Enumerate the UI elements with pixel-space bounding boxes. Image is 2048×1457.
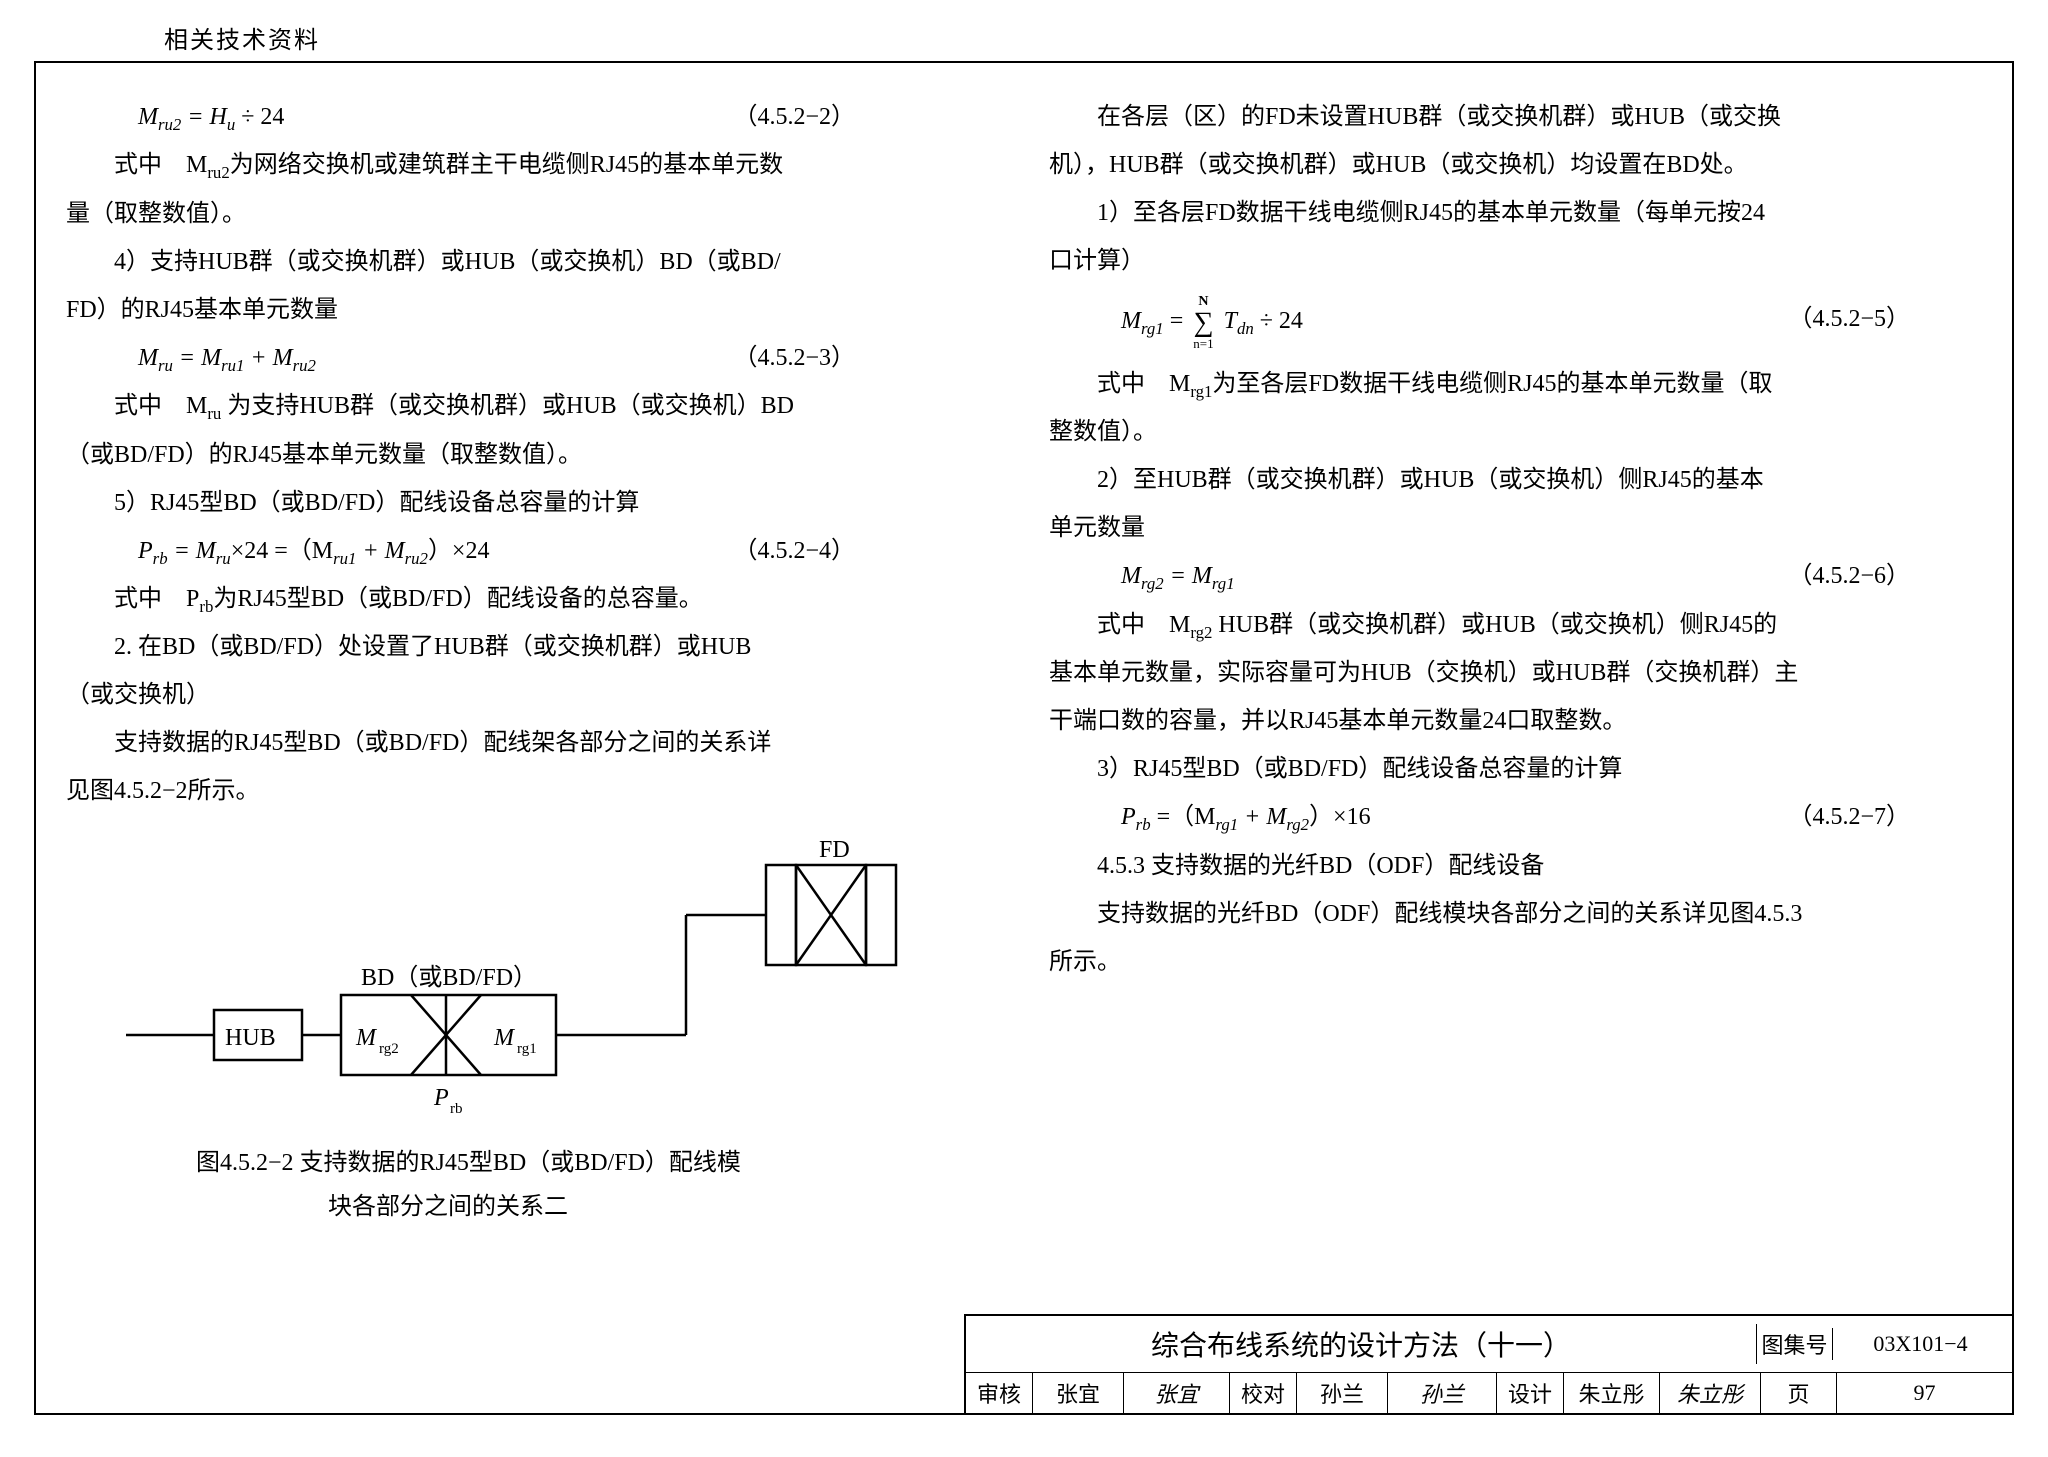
fd-label: FD <box>819 837 850 863</box>
r-para-5c: 基本单元数量，实际容量可为HUB（交换机）或HUB群（交换机群）主 <box>1049 649 1982 697</box>
svg-text:rb: rb <box>450 1101 463 1115</box>
r-para-5: 式中 Mrg2 HUB群（或交换机群）或HUB（或交换机）侧RJ45的 <box>1049 601 1982 649</box>
r-para-4: 2）至HUB群（或交换机群）或HUB（或交换机）侧RJ45的基本 <box>1049 456 1982 504</box>
para-4: 5）RJ45型BD（或BD/FD）配线设备总容量的计算 <box>66 479 999 527</box>
formula-4-5-2-6: Mrg2 = Mrg1 （4.5.2−6） <box>1049 552 1982 600</box>
r-para-3: 式中 Mrg1为至各层FD数据干线电缆侧RJ45的基本单元数量（取 <box>1049 360 1982 408</box>
review-sig: 张宜 <box>1124 1373 1230 1413</box>
review-label: 审核 <box>966 1373 1033 1413</box>
design-label: 设计 <box>1497 1373 1564 1413</box>
page-number: 97 <box>1837 1373 2012 1413</box>
para-6: 2. 在BD（或BD/FD）处设置了HUB群（或交换机群）或HUB <box>66 623 999 671</box>
r-para-4b: 单元数量 <box>1049 504 1982 552</box>
r-para-2b: 口计算） <box>1049 237 1982 285</box>
formula-4-5-2-3: Mru = Mru1 + Mru2 （4.5.2−3） <box>66 334 999 382</box>
left-column: Mru2 = Hu ÷ 24 （4.5.2−2） 式中 Mru2为网络交换机或建… <box>66 93 999 1229</box>
para-5: 式中 Prb为RJ45型BD（或BD/FD）配线设备的总容量。 <box>66 575 999 623</box>
drawing-title: 综合布线系统的设计方法（十一） <box>966 1324 1757 1364</box>
para-3c: （或BD/FD）的RJ45基本单元数量（取整数值）。 <box>66 431 999 479</box>
r-para-7: 4.5.3 支持数据的光纤BD（ODF）配线设备 <box>1049 842 1982 890</box>
content-frame: Mru2 = Hu ÷ 24 （4.5.2−2） 式中 Mru2为网络交换机或建… <box>34 61 2014 1415</box>
title-block: 综合布线系统的设计方法（十一） 图集号 03X101−4 审核 张宜 张宜 校对… <box>964 1314 2014 1415</box>
page-header: 相关技术资料 <box>164 20 2014 55</box>
r-para-8: 支持数据的光纤BD（ODF）配线模块各部分之间的关系详见图4.5.3 <box>1049 890 1982 938</box>
album-code: 03X101−4 <box>1833 1331 2008 1357</box>
album-label: 图集号 <box>1757 1328 1833 1360</box>
svg-text:rg1: rg1 <box>517 1041 537 1057</box>
para-2: 4）支持HUB群（或交换机群）或HUB（或交换机）BD（或BD/ <box>66 238 999 286</box>
r-para-3c: 整数值）。 <box>1049 408 1982 456</box>
formula-4-5-2-4: Prb = Mru×24 =（Mru1 + Mru2）×24 （4.5.2−4） <box>66 527 999 575</box>
para-7: 支持数据的RJ45型BD（或BD/FD）配线架各部分之间的关系详 <box>66 719 999 767</box>
para-2b: FD）的RJ45基本单元数量 <box>66 286 999 334</box>
page-label: 页 <box>1761 1373 1837 1413</box>
right-column: 在各层（区）的FD未设置HUB群（或交换机群）或HUB（或交换 机），HUB群（… <box>1049 93 1982 1229</box>
review-name: 张宜 <box>1033 1373 1124 1413</box>
diagram-svg: FD BD（或BD/FD） <box>126 835 946 1115</box>
svg-text:P: P <box>433 1085 449 1111</box>
para-7b: 见图4.5.2−2所示。 <box>66 767 999 815</box>
design-sig: 朱立彤 <box>1660 1373 1761 1413</box>
r-para-8b: 所示。 <box>1049 938 1982 986</box>
bd-label: BD（或BD/FD） <box>361 964 537 991</box>
r-para-1b: 机），HUB群（或交换机群）或HUB（或交换机）均设置在BD处。 <box>1049 141 1982 189</box>
para-1: 式中 Mru2为网络交换机或建筑群主干电缆侧RJ45的基本单元数 <box>66 141 999 189</box>
svg-text:rg2: rg2 <box>379 1041 399 1057</box>
para-1c: 量（取整数值）。 <box>66 190 999 238</box>
r-para-6: 3）RJ45型BD（或BD/FD）配线设备总容量的计算 <box>1049 745 1982 793</box>
svg-text:M: M <box>355 1025 378 1051</box>
formula-4-5-2-5: Mrg1 = N ∑ n=1 Tdn ÷ 24 （4.5.2−5） <box>1049 295 1982 350</box>
design-name: 朱立彤 <box>1564 1373 1660 1413</box>
r-para-5d: 干端口数的容量，并以RJ45基本单元数量24口取整数。 <box>1049 697 1982 745</box>
check-sig: 孙兰 <box>1388 1373 1497 1413</box>
r-para-2: 1）至各层FD数据干线电缆侧RJ45的基本单元数量（每单元按24 <box>1049 189 1982 237</box>
para-3: 式中 Mru 为支持HUB群（或交换机群）或HUB（或交换机）BD <box>66 382 999 430</box>
figure-caption: 图4.5.2−2 支持数据的RJ45型BD（或BD/FD）配线模 块各部分之间的… <box>66 1142 999 1228</box>
figure-4-5-2-2: FD BD（或BD/FD） <box>126 835 999 1132</box>
r-para-1: 在各层（区）的FD未设置HUB群（或交换机群）或HUB（或交换 <box>1049 93 1982 141</box>
formula-4-5-2-7: Prb =（Mrg1 + Mrg2）×16 （4.5.2−7） <box>1049 793 1982 841</box>
formula-4-5-2-2: Mru2 = Hu ÷ 24 （4.5.2−2） <box>66 93 999 141</box>
para-6b: （或交换机） <box>66 671 999 719</box>
check-label: 校对 <box>1230 1373 1297 1413</box>
svg-text:M: M <box>493 1025 516 1051</box>
check-name: 孙兰 <box>1297 1373 1388 1413</box>
hub-label: HUB <box>225 1025 276 1051</box>
